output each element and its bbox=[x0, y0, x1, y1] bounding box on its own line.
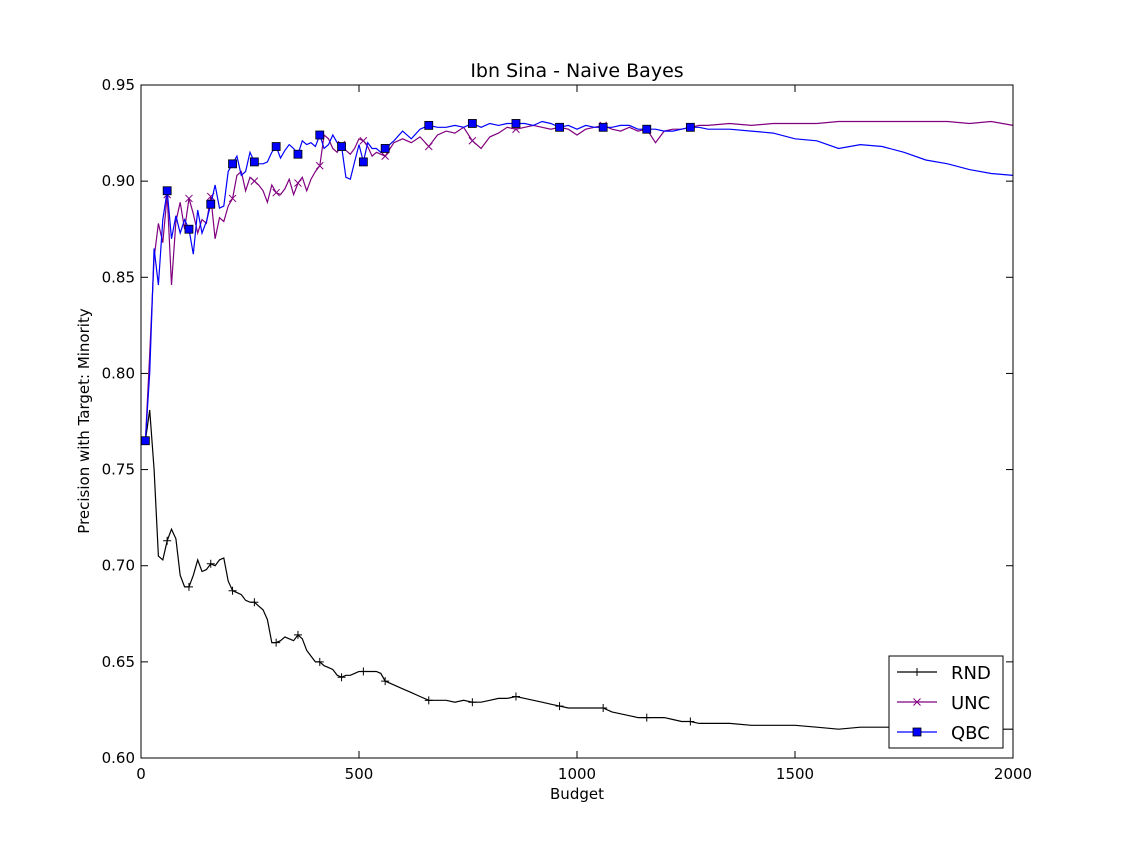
data-point bbox=[424, 696, 433, 705]
series-line bbox=[144, 120, 1014, 441]
x-axis-label: Budget bbox=[550, 785, 604, 803]
data-point bbox=[185, 194, 193, 203]
data-point bbox=[293, 630, 302, 639]
data-point bbox=[250, 598, 259, 607]
data-point bbox=[685, 122, 695, 132]
y-tick-label: 0.85 bbox=[102, 268, 135, 286]
data-point bbox=[163, 536, 172, 545]
legend-label: QBC bbox=[951, 723, 990, 744]
data-point bbox=[271, 142, 281, 151]
data-point bbox=[358, 157, 368, 167]
data-point bbox=[359, 667, 368, 676]
data-point bbox=[468, 136, 477, 145]
data-point bbox=[359, 136, 368, 145]
x-tick-label: 500 bbox=[345, 765, 374, 783]
data-point bbox=[511, 692, 520, 701]
data-point bbox=[315, 657, 324, 666]
series-layer bbox=[140, 119, 1014, 730]
data-point bbox=[598, 122, 608, 132]
data-point bbox=[272, 188, 281, 197]
data-point bbox=[249, 157, 259, 167]
data-point bbox=[380, 144, 390, 153]
data-point bbox=[228, 159, 237, 169]
data-point bbox=[206, 559, 215, 568]
data-point bbox=[511, 119, 521, 128]
chart-title: Ibn Sina - Naive Bayes bbox=[470, 60, 683, 82]
data-point bbox=[315, 161, 324, 170]
data-point bbox=[555, 702, 564, 711]
x-tick-label: 0 bbox=[136, 765, 146, 783]
data-point bbox=[467, 119, 477, 128]
data-point bbox=[206, 199, 216, 209]
data-point bbox=[913, 698, 921, 706]
plot-area bbox=[141, 85, 1013, 758]
data-point bbox=[642, 124, 652, 134]
y-tick-label: 0.60 bbox=[102, 749, 135, 767]
y-tick-label: 0.80 bbox=[102, 364, 135, 382]
data-point bbox=[913, 668, 921, 676]
data-point bbox=[642, 713, 651, 722]
data-point bbox=[337, 142, 346, 151]
data-point bbox=[381, 677, 390, 686]
data-point bbox=[272, 638, 281, 647]
data-point bbox=[424, 142, 433, 151]
legend: RND UNC QBC bbox=[888, 655, 1004, 749]
data-point bbox=[184, 224, 194, 234]
data-point bbox=[337, 673, 346, 682]
data-point bbox=[555, 122, 564, 132]
data-point bbox=[599, 704, 608, 713]
legend-label: RND bbox=[951, 663, 991, 684]
data-point bbox=[140, 436, 150, 446]
series-line bbox=[144, 120, 1014, 441]
series-line bbox=[144, 409, 1013, 730]
data-point bbox=[228, 194, 237, 203]
data-point bbox=[250, 177, 259, 185]
y-tick-label: 0.65 bbox=[102, 653, 135, 671]
data-point bbox=[912, 727, 922, 737]
data-point bbox=[294, 179, 302, 187]
legend-entry-unc: UNC bbox=[897, 693, 990, 714]
series-qbc bbox=[140, 119, 1014, 446]
legend-entry-rnd: RND bbox=[897, 663, 991, 684]
series-rnd bbox=[141, 409, 1013, 730]
x-tick-label: 1000 bbox=[558, 765, 596, 783]
legend-label: UNC bbox=[951, 693, 990, 714]
data-point bbox=[184, 582, 193, 591]
y-tick-label: 0.95 bbox=[102, 76, 135, 94]
x-tick-label: 1500 bbox=[776, 765, 814, 783]
x-tick-label: 2000 bbox=[994, 765, 1032, 783]
data-point bbox=[686, 717, 695, 726]
y-tick-label: 0.75 bbox=[102, 461, 135, 479]
data-point bbox=[468, 698, 477, 707]
y-tick-label: 0.90 bbox=[102, 172, 135, 190]
data-point bbox=[162, 186, 172, 196]
y-tick-label: 0.70 bbox=[102, 557, 135, 575]
data-point bbox=[381, 152, 390, 160]
data-point bbox=[228, 586, 237, 595]
data-point bbox=[424, 120, 434, 130]
axis-layer: 0 500 1000 1500 2000 0.60 0.65 0.70 0.75 0.80 0.85… bbox=[102, 76, 1033, 783]
y-axis-label: Precision with Target: Minority bbox=[75, 308, 93, 534]
data-point bbox=[293, 149, 303, 159]
legend-entry-qbc: QBC bbox=[897, 723, 990, 744]
data-point bbox=[315, 130, 325, 140]
